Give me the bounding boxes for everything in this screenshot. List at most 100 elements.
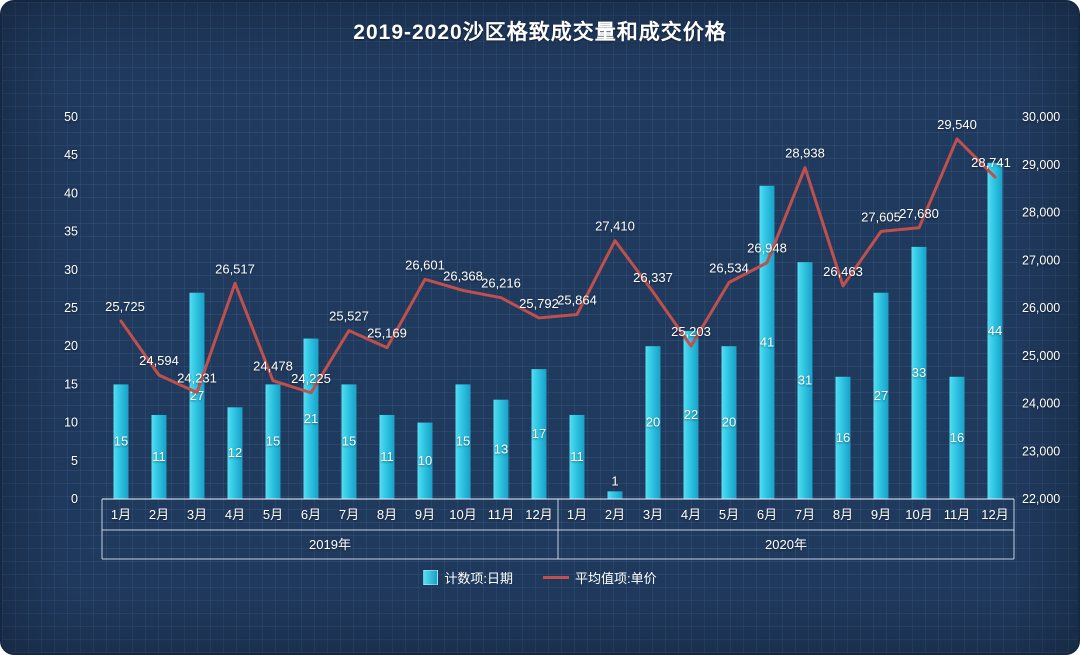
- right-axis-tick-label: 27,000: [1022, 253, 1060, 267]
- month-label: 7月: [795, 507, 815, 522]
- bar: [987, 162, 1003, 499]
- line-value-label: 26,948: [747, 241, 787, 256]
- line-value-label: 24,231: [177, 370, 217, 385]
- month-label: 2月: [149, 507, 169, 522]
- bar: [303, 338, 319, 499]
- month-label: 8月: [377, 507, 397, 522]
- bar: [835, 376, 851, 499]
- line-value-label: 25,203: [671, 324, 711, 339]
- month-label: 12月: [525, 507, 552, 522]
- right-axis-tick-label: 29,000: [1022, 158, 1060, 172]
- legend: 计数项:日期 平均值项:单价: [2, 568, 1078, 587]
- line-value-label: 25,725: [105, 299, 145, 314]
- month-label: 9月: [415, 507, 435, 522]
- line-value-label: 27,410: [595, 219, 635, 234]
- bar-value-label: 15: [342, 434, 356, 449]
- line-value-label: 25,864: [557, 292, 597, 307]
- bar-value-label: 15: [114, 434, 128, 449]
- line-value-label: 25,792: [519, 296, 559, 311]
- month-label: 4月: [225, 507, 245, 522]
- bar-swatch-icon: [423, 570, 439, 585]
- month-label: 8月: [833, 507, 853, 522]
- right-axis-tick-label: 30,000: [1022, 110, 1060, 124]
- line-value-label: 26,517: [215, 261, 255, 276]
- bar-value-label: 22: [684, 407, 698, 422]
- line-value-label: 26,368: [443, 268, 483, 283]
- bar-value-label: 10: [418, 453, 432, 468]
- line-value-label: 28,938: [785, 146, 825, 161]
- line-value-label: 24,478: [253, 359, 293, 374]
- bar: [911, 246, 927, 499]
- left-axis-tick-label: 30: [64, 263, 78, 277]
- bar-value-label: 15: [266, 434, 280, 449]
- bar: [949, 376, 965, 499]
- month-label: 10月: [449, 507, 476, 522]
- bar: [455, 384, 471, 499]
- legend-item-bar: 计数项:日期: [423, 568, 513, 587]
- bar: [797, 262, 813, 499]
- bar-value-label: 1: [611, 473, 618, 488]
- bar-value-label: 12: [228, 445, 242, 460]
- bar: [227, 407, 243, 499]
- price-line-series: [119, 137, 997, 395]
- line-value-label: 26,337: [633, 270, 673, 285]
- bar: [265, 384, 281, 499]
- bar: [417, 422, 433, 499]
- left-axis-tick-label: 35: [64, 225, 78, 239]
- month-label: 5月: [263, 507, 283, 522]
- left-axis-tick-label: 10: [64, 416, 78, 430]
- line-value-label: 26,216: [481, 276, 521, 291]
- month-label: 3月: [643, 507, 663, 522]
- line-swatch-icon: [543, 576, 569, 579]
- right-axis-tick-label: 28,000: [1022, 206, 1060, 220]
- month-label: 4月: [681, 507, 701, 522]
- bar-value-label: 20: [646, 415, 660, 430]
- bar-value-label: 16: [950, 430, 964, 445]
- bar: [569, 414, 585, 499]
- bar-value-label: 44: [988, 323, 1002, 338]
- line-value-label: 27,605: [861, 209, 901, 224]
- month-label: 2月: [605, 507, 625, 522]
- bar-value-label: 16: [836, 430, 850, 445]
- line-value-label: 26,534: [709, 261, 749, 276]
- bar: [493, 399, 509, 499]
- right-axis-tick-label: 23,000: [1022, 444, 1060, 458]
- legend-line-label: 平均值项:单价: [575, 571, 657, 586]
- line-value-label: 26,601: [405, 257, 445, 272]
- bar-value-label: 13: [494, 441, 508, 456]
- bar: [379, 414, 395, 499]
- bar-value-label: 11: [570, 449, 584, 464]
- left-axis-tick-label: 20: [64, 339, 78, 353]
- left-axis-tick-label: 15: [64, 377, 78, 391]
- line-value-label: 25,169: [367, 326, 407, 341]
- line-value-label: 26,463: [823, 264, 863, 279]
- bar-value-label: 27: [874, 388, 888, 403]
- left-axis-tick-label: 45: [64, 148, 78, 162]
- bar-value-label: 31: [798, 373, 812, 388]
- line-value-label: 24,225: [291, 371, 331, 386]
- bar: [341, 384, 357, 499]
- bar: [531, 369, 547, 499]
- bar: [721, 346, 737, 499]
- month-label: 7月: [339, 507, 359, 522]
- bar-value-label: 17: [532, 426, 546, 441]
- bar: [113, 384, 129, 499]
- legend-item-line: 平均值项:单价: [543, 568, 657, 587]
- line-value-label: 25,527: [329, 309, 369, 324]
- year-group-label: 2019年: [309, 537, 351, 552]
- year-group-label: 2020年: [765, 537, 807, 552]
- right-axis-tick-label: 25,000: [1022, 349, 1060, 363]
- bar-value-label: 11: [152, 449, 166, 464]
- line-value-label: 27,680: [899, 206, 939, 221]
- left-axis-tick-label: 25: [64, 301, 78, 315]
- month-label: 11月: [944, 507, 971, 522]
- bar-value-label: 21: [304, 411, 318, 426]
- month-label: 3月: [187, 507, 207, 522]
- right-axis-tick-label: 26,000: [1022, 301, 1060, 315]
- left-axis-tick-label: 0: [71, 492, 78, 506]
- bar: [607, 491, 623, 499]
- month-label: 5月: [719, 507, 739, 522]
- line-value-label: 29,540: [937, 117, 977, 132]
- bar: [189, 292, 205, 499]
